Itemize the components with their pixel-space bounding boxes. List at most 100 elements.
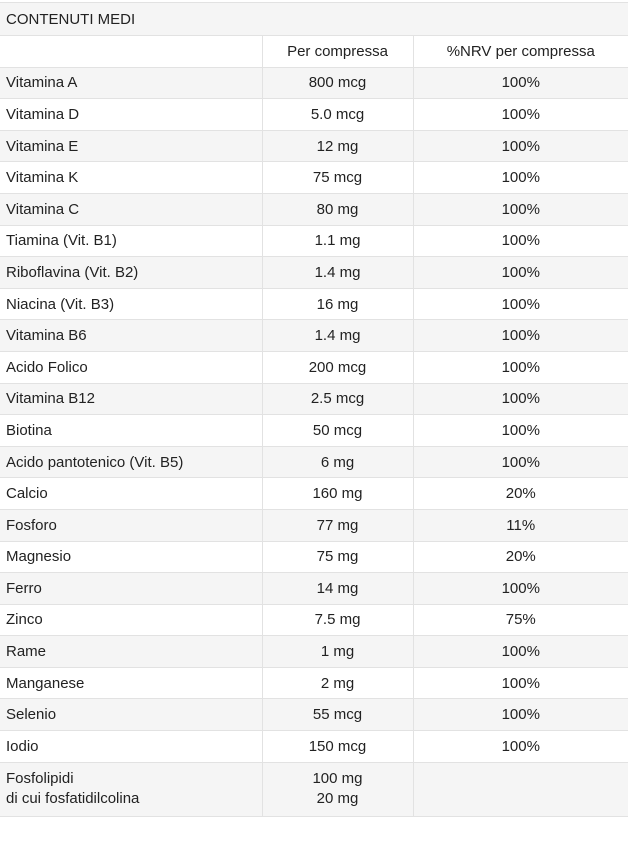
nutrition-table: CONTENUTI MEDI Per compressa %NRV per co… xyxy=(0,2,628,817)
nutrient-name: Acido Folico xyxy=(0,350,263,384)
nutrient-amount: 1.1 mg xyxy=(261,224,414,258)
nutrient-amount: 1.4 mg xyxy=(261,256,414,289)
nutrient-nrv: 100% xyxy=(412,319,628,352)
nutrient-name-line: Fosfolipidi xyxy=(6,770,74,788)
nutrient-amount: 80 mg xyxy=(261,192,414,226)
nutrient-nrv: 100% xyxy=(412,635,628,668)
nutrient-nrv: 100% xyxy=(412,730,628,763)
nutrient-nrv: 100% xyxy=(412,287,628,321)
nutrient-name: Fosforo xyxy=(0,508,263,542)
nutrient-name: Vitamina B6 xyxy=(0,319,263,352)
amount-line: 100 mg xyxy=(312,770,363,788)
table-row: Vitamina D 5.0 mcg 100% xyxy=(0,98,628,131)
column-header-nrv: %NRV per compressa xyxy=(412,35,628,68)
table-title: CONTENUTI MEDI xyxy=(0,2,628,36)
column-header-name xyxy=(0,35,263,68)
column-header-amount: Per compressa xyxy=(261,35,414,68)
table-row: Magnesio 75 mg 20% xyxy=(0,540,628,574)
nutrient-amount: 55 mcg xyxy=(261,698,414,732)
table-row: Vitamina C 80 mg 100% xyxy=(0,192,628,226)
nutrient-amount: 800 mcg xyxy=(261,66,414,100)
nutrient-amount: 75 mcg xyxy=(261,161,414,194)
amount-subline: 20 mg xyxy=(316,790,359,808)
nutrient-amount: 77 mg xyxy=(261,508,414,542)
nutrient-amount: 5.0 mcg xyxy=(261,98,414,131)
table-row: Rame 1 mg 100% xyxy=(0,635,628,668)
table-row: Acido Folico 200 mcg 100% xyxy=(0,350,628,384)
nutrient-name: Niacina (Vit. B3) xyxy=(0,287,263,321)
nutrient-name: Vitamina K xyxy=(0,161,263,194)
nutrient-nrv: 75% xyxy=(412,603,628,637)
nutrient-amount: 2.5 mcg xyxy=(261,382,414,416)
nutrient-amount: 200 mcg xyxy=(261,350,414,384)
nutrient-nrv: 100% xyxy=(412,414,628,447)
table-row: Vitamina A 800 mcg 100% xyxy=(0,66,628,100)
table-row: Manganese 2 mg 100% xyxy=(0,666,628,700)
nutrient-name: Riboflavina (Vit. B2) xyxy=(0,256,263,289)
nutrient-name: Magnesio xyxy=(0,540,263,574)
nutrient-nrv: 100% xyxy=(412,382,628,416)
nutrient-amount: 16 mg xyxy=(261,287,414,321)
table-row: Tiamina (Vit. B1) 1.1 mg 100% xyxy=(0,224,628,258)
table-row: Iodio 150 mcg 100% xyxy=(0,730,628,763)
nutrient-name: Ferro xyxy=(0,572,263,605)
table-row: Biotina 50 mcg 100% xyxy=(0,414,628,447)
nutrient-name: Vitamina C xyxy=(0,192,263,226)
table-row: Niacina (Vit. B3) 16 mg 100% xyxy=(0,287,628,321)
column-header-row: Per compressa %NRV per compressa xyxy=(0,35,628,68)
table-row: Fosfolipidi di cui fosfatidilcolina 100 m… xyxy=(0,761,628,817)
nutrient-nrv: 20% xyxy=(412,477,628,510)
nutrient-amount: 6 mg xyxy=(261,445,414,479)
nutrient-nrv: 100% xyxy=(412,161,628,194)
nutrient-nrv: 100% xyxy=(412,572,628,605)
nutrient-amount: 160 mg xyxy=(261,477,414,510)
nutrient-name: Vitamina B12 xyxy=(0,382,263,416)
nutrient-name: Vitamina A xyxy=(0,66,263,100)
nutrient-nrv: 20% xyxy=(412,540,628,574)
nutrient-amount: 50 mcg xyxy=(261,414,414,447)
nutrient-nrv: 100% xyxy=(412,192,628,226)
nutrient-nrv: 11% xyxy=(412,508,628,542)
table-row: Fosforo 77 mg 11% xyxy=(0,508,628,542)
nutrient-nrv: 100% xyxy=(412,666,628,700)
nutrient-name: Acido pantotenico (Vit. B5) xyxy=(0,445,263,479)
nutrient-amount: 12 mg xyxy=(261,129,414,163)
nutrient-name: Vitamina E xyxy=(0,129,263,163)
nutrient-name-subline: di cui fosfatidilcolina xyxy=(6,790,140,808)
nutrient-name: Selenio xyxy=(0,698,263,732)
nutrient-nrv: 100% xyxy=(412,129,628,163)
nutrient-amount: 7.5 mg xyxy=(261,603,414,637)
nutrient-name: Biotina xyxy=(0,414,263,447)
nutrient-nrv: 100% xyxy=(412,66,628,100)
table-title-row: CONTENUTI MEDI xyxy=(0,2,628,36)
nutrient-nrv: 100% xyxy=(412,445,628,479)
nutrient-name: Calcio xyxy=(0,477,263,510)
table-row: Riboflavina (Vit. B2) 1.4 mg 100% xyxy=(0,256,628,289)
nutrient-amount: 2 mg xyxy=(261,666,414,700)
table-row: Vitamina K 75 mcg 100% xyxy=(0,161,628,194)
nutrient-amount: 75 mg xyxy=(261,540,414,574)
nutrient-nrv: 100% xyxy=(412,350,628,384)
nutrient-nrv: 100% xyxy=(412,224,628,258)
table-row: Vitamina E 12 mg 100% xyxy=(0,129,628,163)
nutrient-name: Tiamina (Vit. B1) xyxy=(0,224,263,258)
nutrient-nrv: 100% xyxy=(412,698,628,732)
nutrient-amount: 150 mcg xyxy=(261,730,414,763)
table-row: Vitamina B6 1.4 mg 100% xyxy=(0,319,628,352)
nutrient-nrv: 100% xyxy=(412,256,628,289)
nutrient-name: Iodio xyxy=(0,730,263,763)
table-row: Vitamina B12 2.5 mcg 100% xyxy=(0,382,628,416)
nutrient-name: Vitamina D xyxy=(0,98,263,131)
nutrient-amount: 14 mg xyxy=(261,572,414,605)
nutrient-name: Rame xyxy=(0,635,263,668)
table-row: Calcio 160 mg 20% xyxy=(0,477,628,510)
table-row: Ferro 14 mg 100% xyxy=(0,572,628,605)
table-row: Selenio 55 mcg 100% xyxy=(0,698,628,732)
nutrient-amount: 1 mg xyxy=(261,635,414,668)
table-row: Acido pantotenico (Vit. B5) 6 mg 100% xyxy=(0,445,628,479)
nutrient-amount: 1.4 mg xyxy=(261,319,414,352)
nutrient-nrv: 100% xyxy=(412,98,628,131)
nutrient-amount: 100 mg 20 mg xyxy=(261,761,414,817)
nutrient-name: Fosfolipidi di cui fosfatidilcolina xyxy=(0,761,263,817)
nutrient-nrv xyxy=(412,761,628,817)
